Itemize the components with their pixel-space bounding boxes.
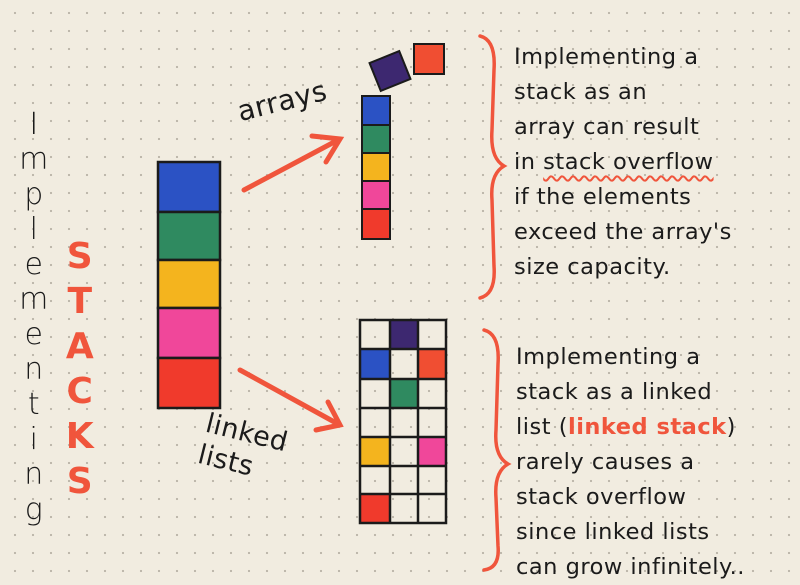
grid-cell-pink bbox=[418, 437, 446, 466]
linked-note-line6: since linked lists bbox=[516, 519, 710, 545]
array-note-line7: size capacity. bbox=[514, 254, 671, 280]
stack-overflow-emphasis: stack overflow bbox=[543, 149, 714, 175]
stacks-letter-6: S bbox=[66, 461, 94, 502]
main-stack-block-pink bbox=[156, 306, 222, 360]
main-stack-block-blue bbox=[156, 160, 222, 214]
main-stack-block-red bbox=[156, 356, 222, 410]
grid-cell-red bbox=[360, 494, 390, 523]
implementing-letter-2: m bbox=[19, 142, 49, 177]
linked-note: Implementing a stack as a linked list (l… bbox=[516, 340, 798, 585]
stack-diagram bbox=[156, 34, 512, 572]
array-note-line5: if the elements bbox=[514, 184, 692, 210]
grid-cell-green bbox=[390, 379, 418, 408]
array-block-yellow bbox=[361, 152, 391, 182]
implementing-letter-6: m bbox=[19, 282, 49, 317]
implementing-letter-3: p bbox=[24, 177, 44, 212]
grid-cell-orange bbox=[418, 349, 446, 379]
linked-note-line4: rarely causes a bbox=[516, 449, 695, 475]
array-block-blue bbox=[361, 95, 391, 126]
array-note-line3: array can result bbox=[514, 114, 700, 140]
stacks-letter-3: A bbox=[65, 326, 95, 367]
grid-cell-yellow bbox=[360, 437, 390, 466]
grid-cell-purple bbox=[390, 320, 418, 349]
array-note-line1: Implementing a bbox=[514, 44, 699, 70]
array-note-line6: exceed the array's bbox=[514, 219, 732, 245]
linked-note-line2: stack as a linked bbox=[516, 379, 713, 405]
implementing-letter-4: l bbox=[29, 212, 39, 247]
array-note-line2: stack as an bbox=[514, 79, 648, 105]
overflow-block-purple bbox=[368, 49, 412, 93]
linked-note-line7: can grow infinitely.. bbox=[516, 554, 745, 580]
implementing-letter-10: i bbox=[29, 422, 39, 457]
overflow-block-orange bbox=[413, 43, 445, 75]
stacks-letter-1: S bbox=[66, 236, 94, 277]
grid-cell-blue bbox=[360, 349, 390, 379]
stacks-letter-5: K bbox=[65, 416, 95, 457]
implementing-letter-11: n bbox=[24, 457, 44, 492]
implementing-letter-7: e bbox=[24, 317, 44, 352]
implementing-letter-5: e bbox=[24, 247, 44, 282]
stacks-letter-4: C bbox=[66, 371, 94, 412]
arrow-to-linked-list bbox=[237, 367, 344, 433]
implementing-letter-9: t bbox=[27, 387, 41, 422]
linked-note-line3: list (linked stack) bbox=[516, 414, 736, 440]
array-stack bbox=[361, 95, 391, 240]
array-note-line4: in stack overflow bbox=[514, 149, 714, 175]
stacks-letter-2: T bbox=[67, 281, 93, 322]
array-block-red bbox=[361, 208, 391, 240]
main-stack-block-green bbox=[156, 210, 222, 262]
linked-note-line1: Implementing a bbox=[516, 344, 701, 370]
array-block-pink bbox=[361, 180, 391, 210]
main-stack-block-yellow bbox=[156, 258, 222, 310]
linked-note-line5: stack overflow bbox=[516, 484, 687, 510]
linked-stack-emphasis: linked stack bbox=[567, 414, 727, 440]
array-block-green bbox=[361, 124, 391, 154]
array-note: Implementing a stack as an array can res… bbox=[514, 40, 794, 285]
implementing-letter-1: I bbox=[29, 107, 39, 142]
brace-top bbox=[478, 34, 508, 300]
linked-list-grid bbox=[358, 318, 448, 525]
brace-bottom bbox=[482, 328, 512, 572]
arrow-to-array bbox=[241, 133, 345, 193]
main-stack bbox=[156, 160, 222, 410]
implementing-letter-8: n bbox=[24, 352, 44, 387]
implementing-letter-12: g bbox=[24, 492, 44, 527]
